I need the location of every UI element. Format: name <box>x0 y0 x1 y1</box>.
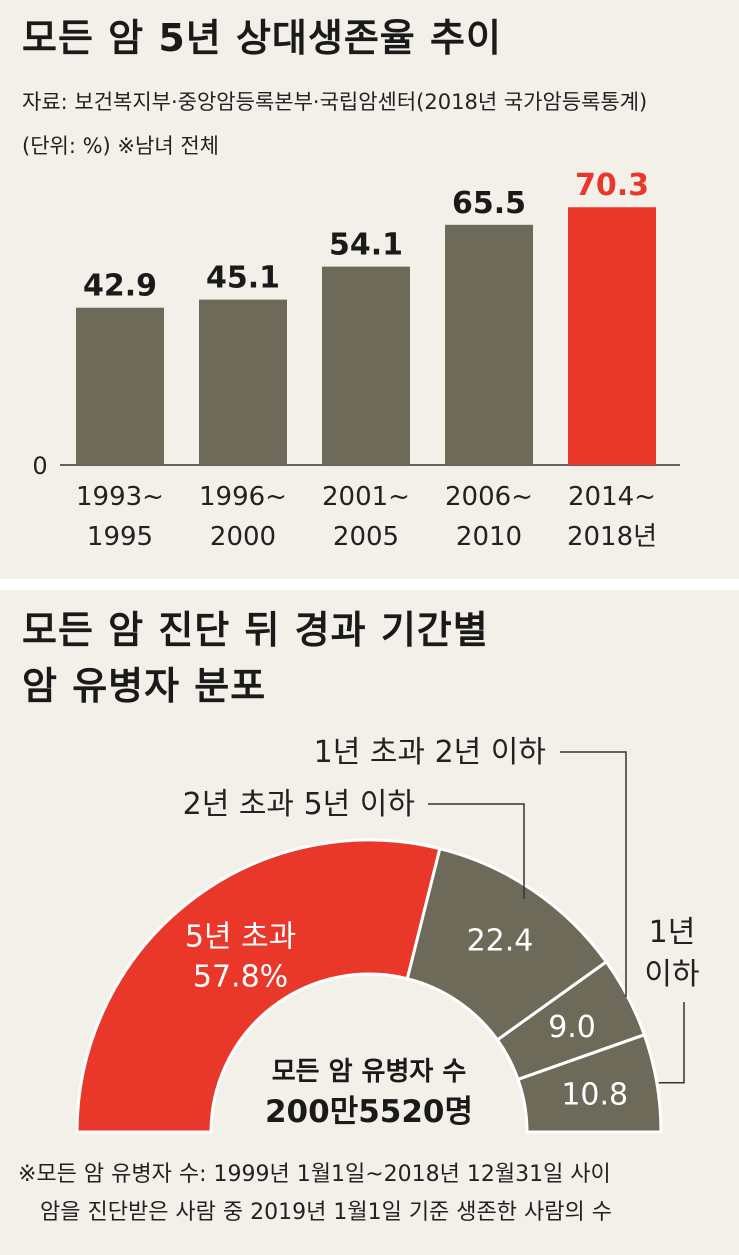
leader-line-2 <box>560 751 627 997</box>
y-axis-zero-label: 0 <box>32 452 47 480</box>
center-label-line1: 모든 암 유병자 수 <box>272 1057 467 1087</box>
leader-line-1 <box>428 803 525 899</box>
unit-note: (단위: %) ※남녀 전체 <box>22 134 219 158</box>
prevalence-half-donut-chart: 모든 암 유병자 수 200만5520명 5년 초과 57.8% 22.4 9.0 10… <box>75 735 700 1134</box>
bar-value-label-3: 65.5 <box>452 186 526 221</box>
category-label-line1-1: 1996~ <box>199 482 287 512</box>
slice-label-3-line1: 1년 <box>649 915 696 950</box>
survival-rate-panel: 모든 암 5년 상대생존율 추이 자료: 보건복지부·중앙암등록본부·국립암센터… <box>0 0 739 579</box>
donut-slice-3 <box>516 1032 663 1134</box>
category-label-line2-2: 2005 <box>333 522 399 552</box>
category-label-line2-0: 1995 <box>87 522 153 552</box>
slice-value-label-3: 10.8 <box>561 1077 628 1112</box>
bar-value-label-0: 42.9 <box>83 269 157 304</box>
footnote-line1: ※모든 암 유병자 수: 1999년 1월1일~2018년 12월31일 사이 <box>18 1162 611 1187</box>
chart-title-line1: 모든 암 진단 뒤 경과 기간별 <box>22 608 489 652</box>
prevalence-panel: 모든 암 진단 뒤 경과 기간별 암 유병자 분포 모든 암 유병자 수 200… <box>0 590 739 1255</box>
leader-line-3 <box>658 1002 685 1084</box>
category-label-line1-0: 1993~ <box>76 482 164 512</box>
slice-label-1: 2년 초과 5년 이하 <box>183 787 415 822</box>
survival-bar-chart: 0 42.9 1993~ 1995 45.1 1996~ 2000 54.1 2001~ 2005… <box>32 170 680 552</box>
slice-value-label-2: 9.0 <box>548 1010 596 1045</box>
bar-0 <box>76 307 164 465</box>
bar-2 <box>322 266 410 465</box>
slice-value-label-0: 57.8% <box>193 960 288 995</box>
chart-title: 모든 암 5년 상대생존율 추이 <box>22 16 502 60</box>
donut-slice-0 <box>75 838 442 1134</box>
bar-4 <box>568 207 656 465</box>
category-label-line1-2: 2001~ <box>322 482 410 512</box>
bar-value-label-2: 54.1 <box>329 228 403 263</box>
slice-label-2: 1년 초과 2년 이하 <box>314 735 546 770</box>
slice-label-0: 5년 초과 <box>185 920 296 955</box>
source-note: 자료: 보건복지부·중앙암등록본부·국립암센터(2018년 국가암등록통계) <box>22 90 648 114</box>
center-label-line2: 200만5520명 <box>265 1094 473 1130</box>
category-label-line1-3: 2006~ <box>445 482 533 512</box>
category-label-line2-3: 2010 <box>456 522 522 552</box>
footnote-line2: 암을 진단받은 사람 중 2019년 1월1일 기준 생존한 사람의 수 <box>40 1200 612 1225</box>
chart-title-line2: 암 유병자 분포 <box>22 664 267 708</box>
category-label-line2-4: 2018년 <box>567 522 657 552</box>
bar-1 <box>199 299 287 465</box>
category-label-line2-1: 2000 <box>210 522 276 552</box>
category-label-line1-4: 2014~ <box>568 482 656 512</box>
slice-label-3-line2: 이하 <box>644 957 699 992</box>
bar-value-label-1: 45.1 <box>206 261 280 296</box>
bar-value-label-4: 70.3 <box>575 170 649 203</box>
slice-value-label-1: 22.4 <box>467 923 534 958</box>
bar-3 <box>445 224 533 465</box>
